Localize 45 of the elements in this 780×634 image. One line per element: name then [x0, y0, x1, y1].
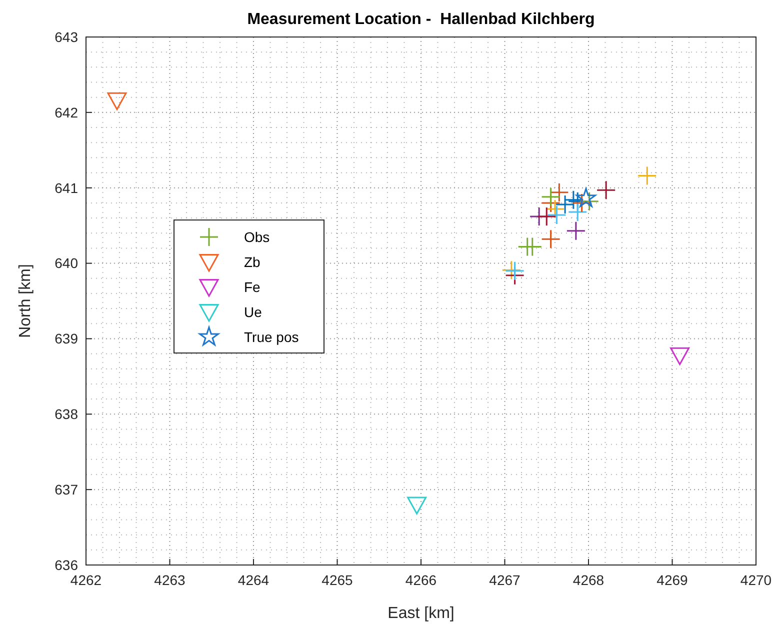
- point: [568, 202, 588, 222]
- legend-label: True pos: [244, 328, 299, 345]
- x-tick-label: 4265: [322, 572, 354, 588]
- point: [637, 166, 657, 186]
- point: [107, 92, 127, 110]
- point: [576, 188, 596, 207]
- x-tick-label: 4268: [572, 572, 604, 588]
- x-tick-label: 4266: [405, 572, 437, 588]
- x-axis-title: East [km]: [388, 605, 454, 622]
- point: [670, 347, 690, 366]
- x-tick-label: 4264: [238, 572, 270, 588]
- x-tick-label: 4270: [740, 572, 772, 588]
- point: [564, 190, 584, 210]
- y-tick-label: 642: [54, 104, 78, 120]
- point: [546, 205, 566, 225]
- point: [572, 193, 592, 213]
- legend-label: Obs: [244, 228, 270, 245]
- point: [566, 221, 586, 241]
- y-tick-label: 637: [54, 481, 78, 498]
- y-tick-label: 640: [54, 255, 78, 272]
- point: [502, 260, 522, 280]
- point: [505, 261, 525, 281]
- y-tick-label: 639: [54, 330, 78, 347]
- point: [541, 229, 561, 249]
- x-tick-label: 4262: [70, 572, 102, 588]
- x-tick-label: 4267: [489, 572, 521, 588]
- point: [555, 194, 575, 214]
- y-tick-label: 641: [54, 180, 78, 196]
- point: [541, 187, 561, 207]
- point: [545, 199, 565, 219]
- point: [549, 182, 569, 202]
- y-tick-label: 638: [54, 406, 78, 422]
- point: [536, 206, 556, 226]
- y-tick-label: 643: [54, 28, 78, 45]
- legend-label: Zb: [244, 254, 261, 270]
- legend-label: Fe: [244, 278, 261, 295]
- y-tick-label: 636: [54, 556, 78, 573]
- x-tick-label: 4263: [154, 572, 186, 588]
- x-tick-label: 4269: [656, 572, 688, 588]
- point: [580, 192, 600, 212]
- point: [596, 180, 616, 200]
- point: [407, 496, 427, 514]
- chart-title: Measurement Location - Hallenbad Kilchberg: [247, 11, 595, 28]
- y-axis-title: North [km]: [17, 264, 34, 338]
- legend-label: Ue: [244, 304, 262, 320]
